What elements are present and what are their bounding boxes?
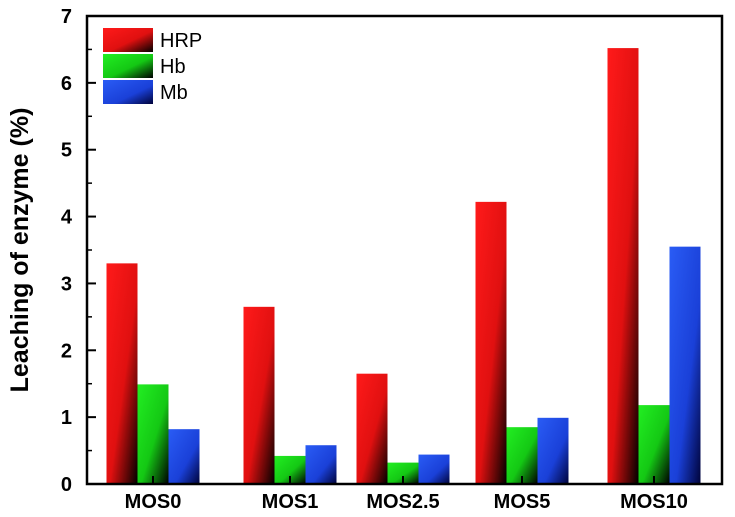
legend-swatch-hb (103, 54, 153, 78)
bar-hb-mos0 (137, 384, 169, 484)
x-tick-label: MOS1 (262, 491, 319, 513)
y-tick-label: 0 (61, 474, 72, 496)
legend-label-mb: Mb (160, 82, 188, 104)
y-tick-label: 7 (61, 6, 72, 28)
bar-mb-mos10 (669, 246, 701, 484)
bar-mb-mos0 (168, 429, 200, 484)
bar-hb-mos2_5 (387, 462, 419, 484)
y-tick-label: 6 (61, 73, 72, 95)
bar-hrp-mos1 (243, 306, 275, 484)
x-tick-label: MOS10 (620, 491, 688, 513)
x-tick-label: MOS2.5 (366, 491, 439, 513)
x-tick-label: MOS5 (494, 491, 551, 513)
bar-mb-mos2_5 (418, 454, 450, 484)
y-tick-label: 5 (61, 140, 72, 162)
bar-hrp-mos2_5 (356, 373, 388, 484)
legend-label-hrp: HRP (160, 30, 202, 52)
bar-mb-mos1 (305, 445, 337, 484)
bar-hb-mos10 (638, 405, 670, 484)
y-tick-label: 2 (61, 340, 72, 362)
bar-hb-mos5 (506, 427, 538, 484)
y-axis-label: Leaching of enzyme (%) (6, 108, 34, 393)
legend-swatch-mb (103, 80, 153, 104)
bar-hrp-mos0 (106, 263, 138, 484)
y-tick-label: 3 (61, 273, 72, 295)
bar-hrp-mos5 (475, 201, 507, 484)
y-tick-label: 4 (61, 207, 73, 229)
bar-hrp-mos10 (607, 48, 639, 484)
bar-mb-mos5 (537, 417, 569, 484)
legend-label-hb: Hb (160, 56, 186, 78)
plot-frame (85, 14, 724, 486)
x-tick-label: MOS0 (125, 491, 182, 513)
y-tick-label: 1 (61, 407, 72, 429)
legend-swatch-hrp (103, 28, 153, 52)
legend: HRP Hb Mb (103, 28, 202, 104)
